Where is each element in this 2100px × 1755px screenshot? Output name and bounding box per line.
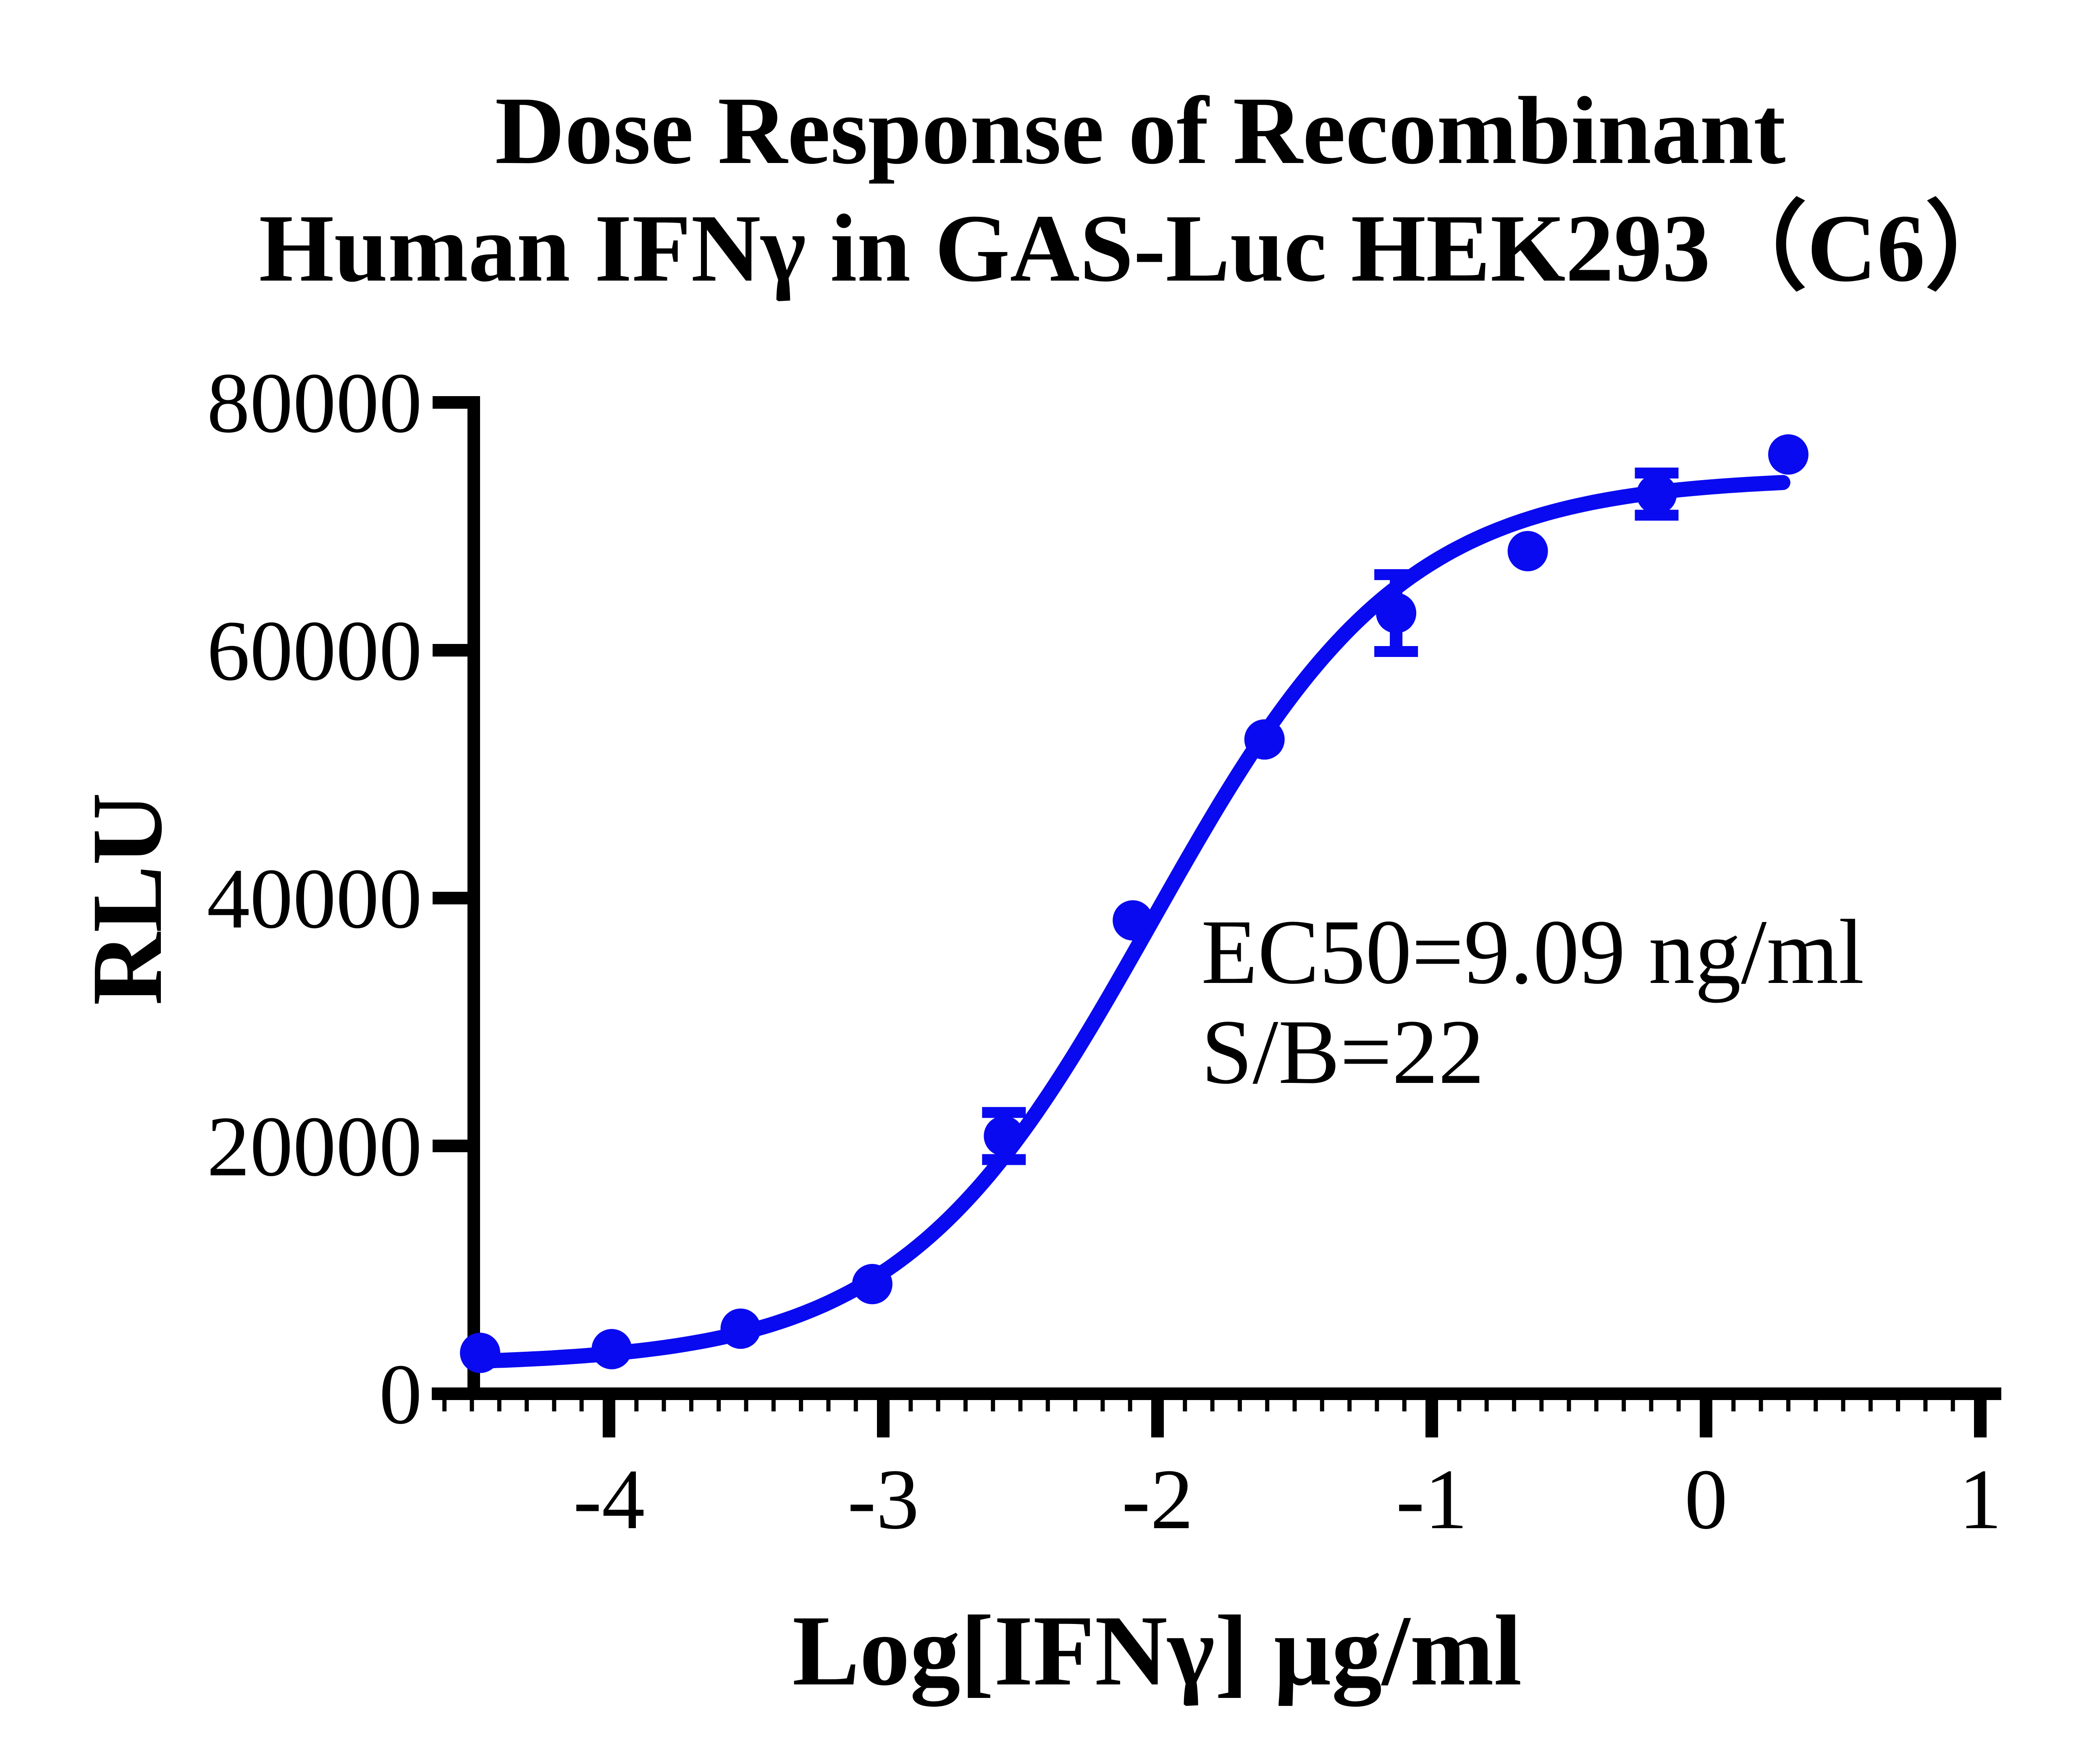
- data-point: [852, 1264, 892, 1304]
- y-axis-label: RLU: [71, 793, 183, 1006]
- data-point: [984, 1116, 1024, 1156]
- chart-title-line1: Dose Response of Recombinant: [495, 77, 1786, 184]
- axes: [432, 397, 2001, 1400]
- x-tick-label: -2: [1122, 1452, 1194, 1547]
- x-tick-label: -4: [573, 1452, 645, 1547]
- chart-title-line2: Human IFNγ in GAS-Luc HEK293（C6）: [259, 194, 2021, 302]
- data-point: [1376, 593, 1417, 633]
- data-point: [1636, 474, 1677, 515]
- data-point: [1113, 900, 1153, 941]
- y-tick-label: 40000: [207, 851, 423, 946]
- y-tick-label: 60000: [207, 603, 423, 699]
- x-tick-label: 1: [1959, 1452, 2002, 1547]
- sb-annotation: S/B=22: [1201, 1001, 1484, 1103]
- data-point: [720, 1308, 761, 1349]
- y-tick-label: 0: [379, 1347, 423, 1442]
- data-point: [1507, 531, 1548, 571]
- ec50-annotation: EC50=9.09 ng/ml: [1201, 901, 1864, 1003]
- data-point: [1244, 719, 1285, 760]
- fit-curve: [472, 475, 1790, 1369]
- x-axis-label: Log[IFNγ] µg/ml: [792, 1595, 1522, 1707]
- data-point: [591, 1329, 632, 1369]
- x-tick-label: -1: [1396, 1452, 1468, 1547]
- y-tick-label: 80000: [207, 355, 423, 451]
- data-point: [460, 1332, 501, 1373]
- x-tick-label: -3: [848, 1452, 919, 1547]
- y-tick-label: 20000: [207, 1099, 423, 1194]
- data-point: [1768, 434, 1809, 475]
- x-tick-label: 0: [1685, 1452, 1728, 1547]
